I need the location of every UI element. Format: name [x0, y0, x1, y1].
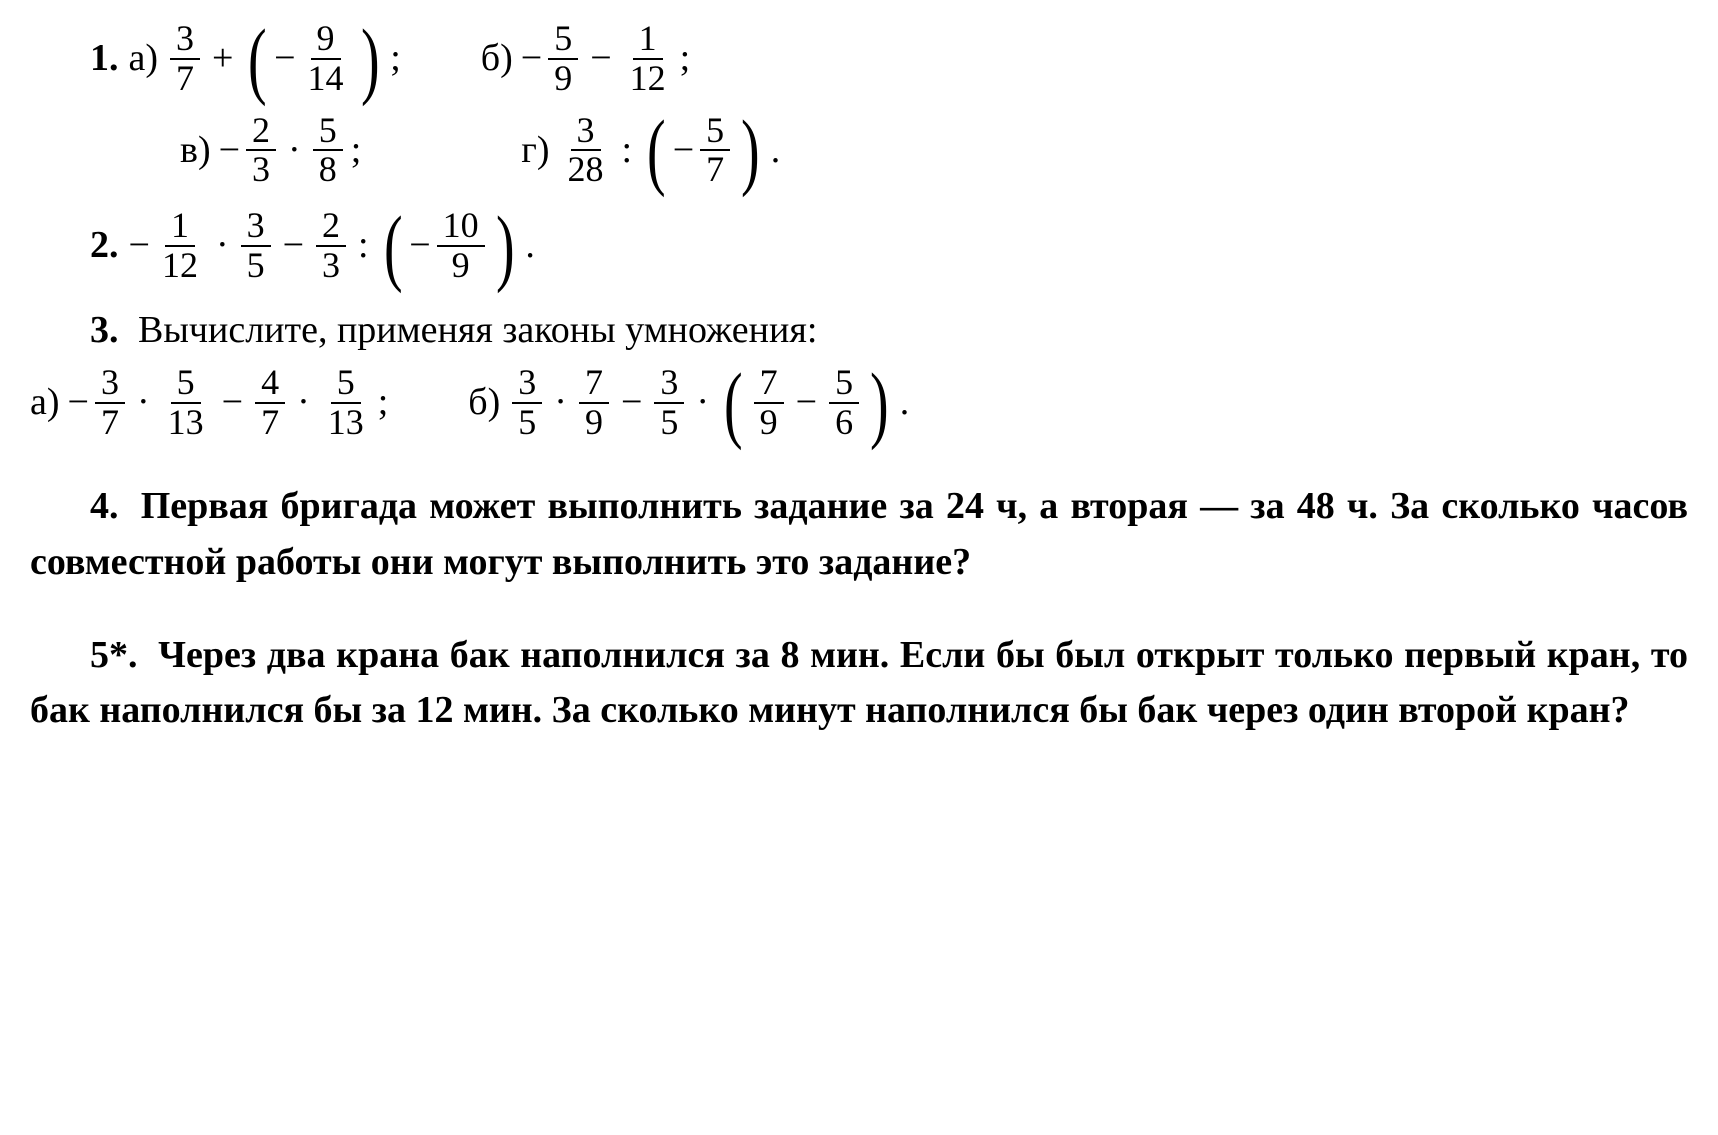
expr-1b: − 59 − 112 ; — [521, 20, 690, 98]
problem-number: 1. — [90, 31, 119, 86]
fraction: 914 — [302, 20, 350, 98]
minus-sign: − — [129, 218, 150, 273]
expr-tail: ; — [351, 123, 362, 178]
fraction: 35 — [512, 364, 542, 442]
problem-4-paragraph: 4. Первая бригада может выполнить задани… — [30, 479, 1688, 589]
fraction: 23 — [316, 207, 346, 285]
dot-op: · — [554, 375, 567, 430]
problem-number: 5*. — [90, 634, 138, 676]
expr-tail: . — [900, 375, 910, 430]
minus-op: − — [222, 375, 243, 430]
fraction: 37 — [95, 364, 125, 442]
minus-sign: − — [409, 218, 430, 273]
dot-op: · — [216, 218, 229, 273]
fraction: 328 — [562, 112, 610, 190]
colon-op: : — [358, 218, 369, 273]
part-label: а) — [30, 375, 60, 430]
minus-sign: − — [274, 31, 295, 86]
expr-1v: − 23 · 58 ; — [219, 112, 362, 190]
problem-3-text: Вычислите, применяя законы умножения: — [138, 309, 817, 351]
right-paren: ) — [361, 29, 380, 89]
fraction: 112 — [156, 207, 204, 285]
fraction: 112 — [624, 20, 672, 98]
fraction: 59 — [548, 20, 578, 98]
left-paren: ( — [248, 29, 267, 89]
problem-1: 1. а) 37 + ( − 914 ) ; б) − 59 − 112 ; — [30, 20, 1688, 189]
fraction: 109 — [437, 207, 485, 285]
dot-op: · — [288, 123, 301, 178]
fraction: 35 — [241, 207, 271, 285]
plus-op: + — [212, 31, 233, 86]
minus-sign: − — [219, 123, 240, 178]
expr-3a: − 37 · 513 − 47 · 513 ; — [68, 364, 389, 442]
problem-5: 5*. Через два крана бак наполнился за 8 … — [30, 628, 1688, 738]
minus-op: − — [796, 375, 817, 430]
part-label: б) — [481, 31, 513, 86]
problem-3-parts: а) − 37 · 513 − 47 · 513 ; б) 35 · 79 − … — [30, 364, 1688, 442]
expr-1a: 37 + ( − 914 ) ; — [166, 20, 401, 98]
part-label: а) — [129, 31, 159, 86]
problem-1-row-1: 1. а) 37 + ( − 914 ) ; б) − 59 − 112 ; — [30, 20, 1688, 98]
problem-number: 3. — [90, 309, 119, 351]
fraction: 79 — [579, 364, 609, 442]
colon-op: : — [622, 123, 633, 178]
fraction: 56 — [829, 364, 859, 442]
expr-1g: 328 : ( − 57 ) . — [558, 112, 781, 190]
minus-sign: − — [68, 375, 89, 430]
fraction: 47 — [255, 364, 285, 442]
problem-5-text: Через два крана бак наполнился за 8 мин.… — [30, 634, 1688, 731]
dot-op: · — [137, 375, 150, 430]
fraction: 35 — [654, 364, 684, 442]
minus-sign: − — [673, 123, 694, 178]
expr-tail: . — [525, 218, 535, 273]
right-paren: ) — [496, 216, 515, 276]
problem-3: 3. Вычислите, применяя законы умножения:… — [30, 303, 1688, 442]
left-paren: ( — [384, 216, 403, 276]
fraction: 513 — [162, 364, 210, 442]
minus-op: − — [590, 31, 611, 86]
problem-number: 2. — [90, 218, 119, 273]
fraction: 79 — [754, 364, 784, 442]
expr-tail: ; — [390, 31, 401, 86]
expr-2: − 112 · 35 − 23 : ( − 109 ) . — [129, 207, 535, 285]
expr-tail: ; — [378, 375, 389, 430]
expr-tail: ; — [680, 31, 691, 86]
minus-sign: − — [521, 31, 542, 86]
dot-op: · — [297, 375, 310, 430]
part-label: в) — [180, 123, 211, 178]
problem-4-text: Первая бригада может выполнить задание з… — [30, 485, 1688, 582]
minus-op: − — [283, 218, 304, 273]
fraction: 58 — [313, 112, 343, 190]
expr-tail: . — [771, 123, 781, 178]
left-paren: ( — [724, 373, 743, 433]
math-worksheet: 1. а) 37 + ( − 914 ) ; б) − 59 − 112 ; — [0, 0, 1718, 796]
fraction: 37 — [170, 20, 200, 98]
problem-1-row-2: в) − 23 · 58 ; г) 328 : ( − 57 ) . — [30, 112, 1688, 190]
fraction: 57 — [700, 112, 730, 190]
problem-2: 2. − 112 · 35 − 23 : ( − 109 ) . — [30, 207, 1688, 285]
problem-number: 4. — [90, 485, 119, 527]
right-paren: ) — [870, 373, 889, 433]
problem-4: 4. Первая бригада может выполнить задани… — [30, 479, 1688, 589]
part-label: г) — [521, 123, 549, 178]
right-paren: ) — [741, 120, 760, 180]
problem-5-paragraph: 5*. Через два крана бак наполнился за 8 … — [30, 628, 1688, 738]
fraction: 23 — [246, 112, 276, 190]
dot-op: · — [696, 375, 709, 430]
fraction: 513 — [322, 364, 370, 442]
problem-3-intro: 3. Вычислите, применяя законы умножения: — [30, 303, 1688, 358]
left-paren: ( — [647, 120, 666, 180]
part-label: б) — [468, 375, 500, 430]
expr-3b: 35 · 79 − 35 · ( 79 − 56 ) . — [508, 364, 909, 442]
minus-op: − — [621, 375, 642, 430]
